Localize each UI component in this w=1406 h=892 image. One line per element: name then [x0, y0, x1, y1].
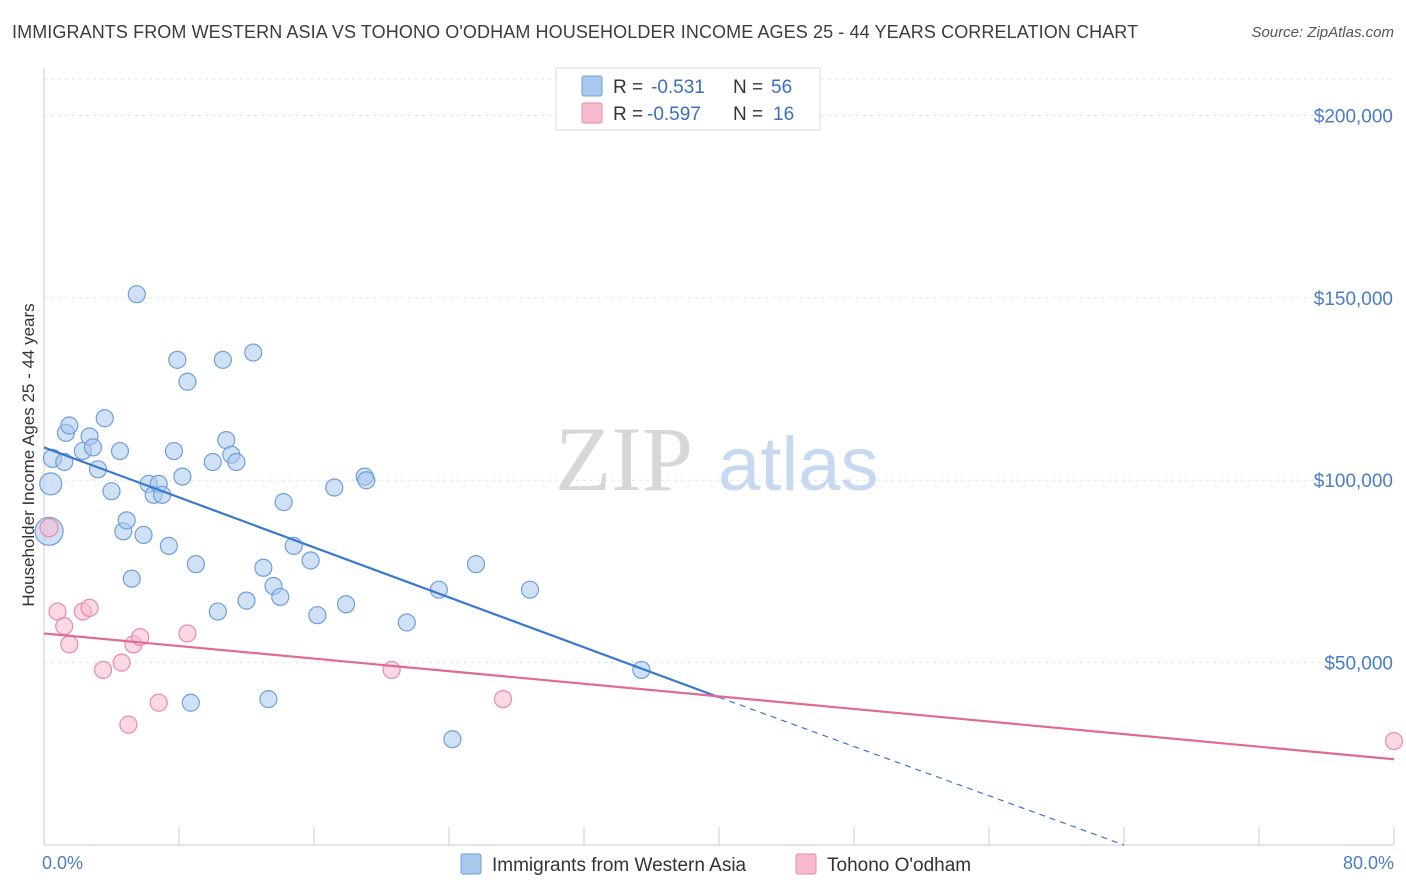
point-s0-25	[173, 467, 192, 486]
point-s1-6	[93, 660, 113, 680]
y-tick-label-3: $200,000	[1314, 106, 1393, 127]
series-legend: Immigrants from Western Asia Tohono O'od…	[460, 853, 971, 876]
point-s0-36	[244, 343, 263, 362]
point-s0-8	[83, 438, 103, 457]
point-s1-3	[60, 635, 79, 654]
point-s0-44	[308, 606, 327, 625]
point-s0-16	[127, 285, 146, 304]
point-s1-14	[493, 689, 513, 709]
point-s1-5	[80, 598, 99, 618]
point-s0-11	[102, 482, 121, 501]
watermark-atlas: atlas	[718, 422, 879, 507]
point-s0-53	[520, 580, 540, 599]
trend-line-0	[43, 446, 720, 699]
point-s0-10	[95, 409, 114, 428]
point-s0-30	[208, 602, 227, 621]
point-s0-28	[186, 555, 205, 574]
point-s1-8	[119, 715, 138, 734]
legend-n-label-2: N =	[733, 104, 763, 125]
x-tick-label-left: 0.0%	[42, 853, 83, 873]
point-s0-31	[213, 350, 232, 369]
legend-n-value-2: 16	[773, 104, 794, 125]
legend-n-value-1: 56	[771, 77, 792, 98]
point-s0-17	[134, 525, 153, 545]
point-s0-24	[168, 350, 187, 369]
point-s1-0	[39, 518, 59, 538]
point-s0-45	[325, 478, 344, 497]
point-s0-52	[466, 555, 486, 574]
point-s0-40	[271, 587, 290, 607]
point-s0-54	[632, 660, 651, 680]
y-tick-labels: $50,000 $100,000 $150,000 $200,000	[1314, 106, 1393, 674]
point-s1-15	[1384, 731, 1404, 751]
point-s0-34	[227, 452, 246, 472]
point-s1-11	[149, 693, 168, 712]
y-axis-label: Householder Income Ages 25 - 44 years	[19, 303, 38, 606]
legend-r-label-1: R =	[613, 77, 643, 98]
series-label-pink: Tohono O'odham	[827, 855, 971, 876]
point-s1-13	[382, 660, 401, 680]
trend-extension-0	[718, 696, 1125, 846]
point-s0-38	[259, 689, 278, 709]
legend-swatch-pink	[581, 102, 603, 124]
series-label-blue: Immigrants from Western Asia	[492, 855, 747, 876]
point-s0-3	[55, 452, 74, 472]
legend-n-label-1: N =	[733, 77, 763, 98]
legend-r-label-2: R =	[613, 104, 643, 125]
point-s1-2	[55, 617, 74, 636]
legend-swatch-blue	[581, 75, 603, 97]
chart-title: IMMIGRANTS FROM WESTERN ASIA VS TOHONO O…	[12, 22, 1139, 42]
point-s0-14	[117, 511, 136, 530]
trend-lines	[43, 446, 1395, 846]
x-tick-label-right: 80.0%	[1343, 853, 1394, 873]
point-s0-37	[254, 558, 273, 577]
data-points	[34, 285, 1404, 751]
point-s0-43	[301, 551, 320, 570]
point-s0-22	[159, 536, 178, 555]
point-s0-48	[357, 471, 376, 490]
point-s0-51	[443, 730, 462, 749]
legend-r-value-1: -0.531	[651, 77, 705, 98]
y-tick-label-2: $150,000	[1314, 289, 1393, 310]
point-s0-26	[178, 372, 197, 391]
point-s0-1	[39, 472, 63, 496]
point-s0-35	[237, 591, 256, 610]
point-s0-5	[60, 416, 79, 435]
point-s0-27	[181, 693, 200, 712]
stats-legend: R = -0.531 N = 56 R = -0.597 N = 16	[555, 67, 821, 131]
point-s1-12	[178, 624, 197, 643]
point-s0-29	[203, 452, 222, 472]
legend-r-value-2: -0.597	[647, 104, 701, 125]
watermark-zip: ZIP	[555, 408, 693, 510]
y-tick-label-0: $50,000	[1324, 654, 1393, 675]
trend-line-1	[43, 632, 1395, 761]
point-s0-41	[274, 493, 293, 512]
point-s0-12	[110, 441, 130, 461]
source-label: Source: ZipAtlas.com	[1251, 24, 1394, 41]
point-s0-23	[164, 441, 184, 461]
point-s1-7	[112, 653, 131, 672]
point-s0-49	[397, 613, 416, 632]
gridlines	[44, 78, 1394, 664]
series-swatch-blue	[460, 853, 482, 875]
watermark: ZIP atlas	[555, 408, 879, 510]
axes	[43, 68, 1395, 846]
y-tick-label-1: $100,000	[1314, 471, 1393, 492]
point-s0-46	[336, 595, 356, 614]
point-s0-15	[122, 569, 141, 588]
series-swatch-pink	[795, 853, 817, 875]
